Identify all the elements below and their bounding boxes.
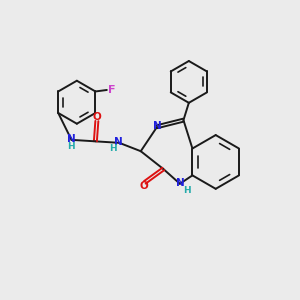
Text: O: O: [92, 112, 101, 122]
Text: N: N: [176, 178, 185, 188]
Text: O: O: [140, 181, 148, 191]
Text: N: N: [114, 136, 123, 147]
Text: H: H: [67, 142, 75, 151]
Text: N: N: [67, 134, 75, 144]
Text: H: H: [183, 186, 191, 195]
Text: N: N: [153, 121, 162, 130]
Text: F: F: [108, 85, 116, 95]
Text: H: H: [109, 144, 116, 153]
